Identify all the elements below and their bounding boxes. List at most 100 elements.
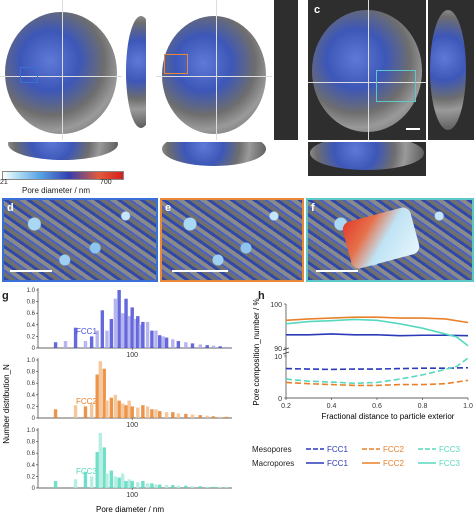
zoom-panel-e: e [160, 198, 304, 282]
g-y-tick-label: 0 [32, 416, 36, 422]
histogram-bar [205, 486, 209, 488]
histogram-bar [198, 344, 203, 348]
h-legend-label: FCC3 [439, 445, 460, 454]
histogram-bar [109, 470, 114, 488]
zoom-region-box-d [20, 67, 38, 83]
histogram-bar [154, 409, 158, 418]
histogram-bar [205, 345, 209, 348]
histogram-bar [136, 316, 140, 348]
colorbar-max-label: 700 [100, 179, 112, 186]
histogram-bar [73, 405, 78, 418]
h-series-line-fcc1-mesopores [285, 366, 469, 371]
panel-label-c: c [314, 4, 321, 16]
histogram-bar [130, 406, 134, 418]
crosshair-vertical [368, 0, 369, 140]
h-x-axis-label: Fractional distance to particle exterior [322, 412, 455, 421]
g-series-label: FCC3 [76, 467, 97, 476]
histogram-bar [98, 432, 103, 488]
particle-cross-section [312, 10, 422, 132]
histogram-bar [150, 330, 154, 348]
h-series-line-fcc2-mesopores [285, 379, 469, 387]
histogram-bar [102, 447, 106, 488]
g-series-label: FCC1 [76, 327, 97, 336]
histogram-bar [83, 471, 88, 488]
g-y-tick-label: 0.6 [27, 311, 36, 317]
particle-side-section [430, 10, 466, 130]
g-y-axis-label: Number distribution_N [2, 364, 11, 444]
tomogram-xy-view-a [0, 0, 122, 140]
h-series-line-fcc2-macropores [285, 316, 469, 324]
histogram-bar [198, 486, 203, 488]
histogram-bar [130, 481, 134, 488]
histogram-bar [124, 405, 128, 418]
g-y-tick-label: 0.4 [27, 323, 36, 329]
histogram-bar [105, 473, 109, 488]
histogram-bar [105, 400, 109, 418]
panel-label-b: b [160, 4, 167, 16]
g-y-tick-label: 0.2 [27, 334, 36, 340]
histogram-bar [120, 473, 125, 488]
histogram-bar [124, 481, 128, 488]
histogram-bar [83, 341, 88, 348]
histogram-bar [100, 310, 105, 348]
histogram-bar [145, 406, 150, 418]
g-y-tick-label: 1.0 [27, 358, 36, 364]
histogram-bar [224, 416, 229, 418]
histogram-bar [63, 341, 68, 348]
histogram-bar [53, 342, 58, 348]
colorbar-min-label: 21 [0, 179, 8, 186]
histogram-bar [113, 476, 118, 488]
histogram-bar [164, 337, 169, 348]
chart-g-subplots: 0 0.2 0.4 0.6 0.8 1.0 100 FCC1 0 0.2 0.4 0.6 0.8 1.0 1… [27, 288, 232, 499]
histogram-bar [83, 406, 88, 418]
crosshair-horizontal [156, 76, 272, 77]
h-y-tick-label: 0 [278, 396, 282, 403]
histogram-bar [224, 346, 229, 348]
zoom-panel-d: d [2, 198, 158, 282]
histogram-bar [164, 485, 169, 488]
particle-bottom-section [8, 142, 118, 160]
chart-g-histograms: 0 0.2 0.4 0.6 0.8 1.0 100 FCC1 0 0.2 0.4 0.6 0.8 1.0 1… [2, 288, 232, 514]
histogram-bar [95, 330, 99, 348]
h-axis-break-mark [282, 347, 290, 351]
tomogram-side-view-a [124, 0, 146, 140]
histogram-bar [145, 321, 150, 348]
histogram-bar [109, 397, 114, 418]
histogram-bar [117, 290, 121, 348]
crosshair-vertical [62, 0, 63, 140]
g-y-tick-label: 0.6 [27, 381, 36, 387]
particle-bottom-section [162, 142, 266, 166]
h-x-tick-label: 0.8 [418, 403, 428, 410]
histogram-bar [164, 412, 169, 418]
histogram-bar [158, 484, 162, 488]
histogram-bar [190, 414, 195, 418]
g-y-tick-label: 0.2 [27, 404, 36, 410]
chart-h-legend: Mesopores FCC1 FCC2 FCC3 Macropores FCC1 FCC2 F… [252, 445, 460, 468]
h-x-tick-label: 0.6 [372, 403, 382, 410]
h-x-tick-label: 0.4 [327, 403, 337, 410]
h-y-axis-label: Pore composition_number / % [252, 298, 261, 405]
histogram-bar [176, 413, 181, 418]
g-x-axis-label: Pore diameter / nm [96, 505, 164, 514]
histogram-bar [211, 345, 216, 348]
g-y-tick-label: 0 [32, 486, 36, 492]
histogram-bar [127, 400, 131, 418]
histogram-bar [138, 324, 143, 348]
histogram-bar [198, 415, 203, 418]
particle-side-section [126, 16, 146, 128]
histogram-bar [89, 336, 94, 348]
histogram-bar [171, 412, 175, 418]
g-x-tick-label: 100 [126, 422, 138, 429]
g-series-label: FCC2 [76, 397, 97, 406]
scale-bar [246, 128, 262, 130]
histogram-bar [171, 339, 175, 348]
g-y-tick-label: 1.0 [27, 428, 36, 434]
histogram-bar [53, 409, 58, 418]
tomogram-bottom-view-a [0, 142, 122, 166]
g-x-tick-label: 100 [126, 352, 138, 359]
histogram-bar [211, 416, 216, 418]
histogram-bar [113, 298, 118, 348]
histogram-bar [109, 319, 114, 348]
histogram-bar [89, 403, 94, 418]
